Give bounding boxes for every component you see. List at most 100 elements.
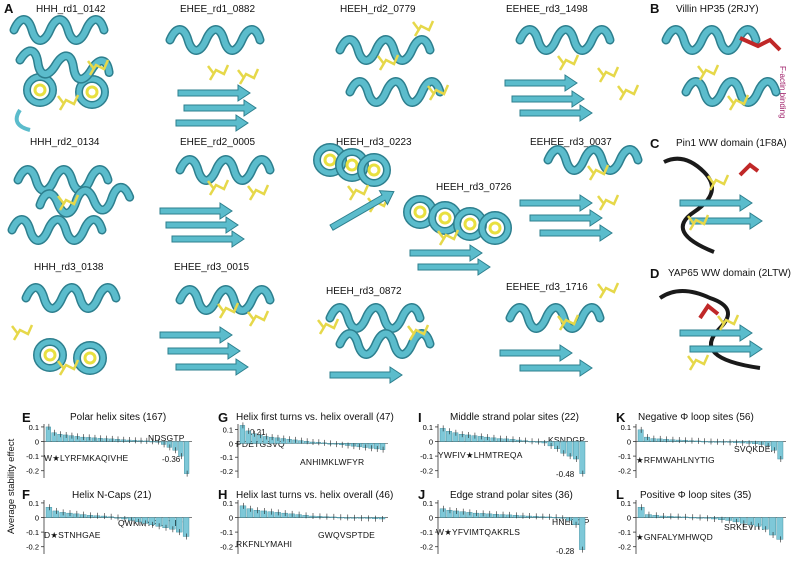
sequence-left: RKFNLYMAHI [236,539,293,549]
tick-label: -0.2 [220,467,233,476]
bar [357,517,365,519]
bar [725,517,733,521]
bar [339,443,345,445]
bar [59,512,66,518]
bar [86,515,94,518]
bar [309,441,316,444]
bar [496,438,503,442]
bar [650,438,657,442]
tick-label: -0.1 [26,452,39,461]
bar [379,443,386,450]
tick-label: -0.2 [420,467,433,476]
protein-title: HHH_rd1_0142 [36,4,106,15]
sequence-tail: SRKEVITP [724,522,768,532]
bar-chart-l: 0.1 0 -0.1 -0.2 [618,499,786,554]
bar [465,434,471,442]
bar [245,430,251,444]
bar [747,517,755,526]
protein-title: EHEE_rd3_0015 [174,262,250,273]
bar [579,517,586,550]
tick-label: -0.1 [618,452,631,461]
bar [93,515,101,518]
bar [667,516,674,518]
bar [246,508,254,518]
bar [479,513,486,518]
tick-label: -0.1 [220,528,233,537]
bar [148,517,155,526]
min-value-label: -0.48 [556,470,575,479]
reference-title: YAP65 WW domain (2LTW) [668,268,791,279]
bar [526,515,533,518]
bar [656,438,663,442]
structure-hhh-rd1-0142 [14,20,111,132]
bar [74,436,80,442]
bar [109,438,115,442]
bar [327,443,333,445]
bar [707,441,714,443]
bar [321,442,327,444]
bar [644,436,650,442]
tick-label: 0.1 [423,423,433,432]
bar [503,438,510,442]
bar [374,443,380,450]
bar [80,436,86,442]
bar [452,432,459,442]
bar [484,436,490,442]
structure-yap65 [658,289,763,372]
bar [545,516,553,518]
bar [492,514,499,518]
bar [120,439,126,442]
bar [97,438,103,442]
tick-label: -0.1 [420,452,433,461]
tick-label: -0.1 [618,528,631,537]
bar-chart-f: 0.1 0 -0.1 -0.2 [26,499,192,554]
bar [528,441,535,443]
panel-letter-i: I [418,410,422,425]
bar [91,437,98,442]
sequence-tail: NDSGTP [148,433,185,443]
chart-title: Negative Φ loop sites (56) [638,412,754,423]
bar [733,441,739,443]
bar [63,434,69,442]
bar-chart-e: 0.1 0 -0.1 -0.2 [26,423,192,478]
chart-title: Helix first turns vs. helix overall (47) [236,412,394,423]
panel-letter-d: D [650,266,660,281]
max-value-label: 0.21 [250,428,266,437]
bar [344,443,351,446]
bar [732,517,740,523]
bar-chart-g: 0.1 0 -0.1 -0.2 [220,422,388,478]
bar [694,440,701,442]
bar-chart-h: 0.1 0 -0.1 -0.2 [220,499,388,554]
bar [439,508,446,518]
tick-label: 0.1 [223,499,233,508]
bar-chart-j: 0.1 0 -0.1 -0.2 [420,499,588,554]
chart-title: Middle strand polar sites (22) [450,412,579,423]
tick-label: 0.1 [29,499,39,508]
sequence-left: ★GNFALYMHWQD [636,532,713,542]
bar [547,441,554,447]
bar [713,441,720,443]
bar [703,517,711,519]
panel-letter-h: H [218,487,228,502]
sequence-tail: GWQVSPTDE [318,530,376,540]
protein-title: EHEE_rd2_0005 [180,137,256,148]
bar [257,434,263,444]
bar [769,517,776,536]
bar [280,438,286,444]
bar [566,441,573,457]
bar [274,437,281,444]
tick-label: -0.2 [220,543,233,552]
bar [172,441,178,451]
sequence-tail: SVQKDEP [734,444,777,454]
bar [669,439,676,442]
sequence-left: W★YFVIMTQAKRLS [436,527,521,537]
protein-title: HEEH_rd3_0223 [336,137,412,148]
sequence-tail: ANHIMKLWFYR [300,457,365,467]
bar [126,439,132,442]
bar [141,517,149,524]
bar [73,513,80,518]
bar [560,441,567,454]
panel-letter-f: F [22,487,30,502]
bar [45,426,51,442]
bar [688,517,696,519]
